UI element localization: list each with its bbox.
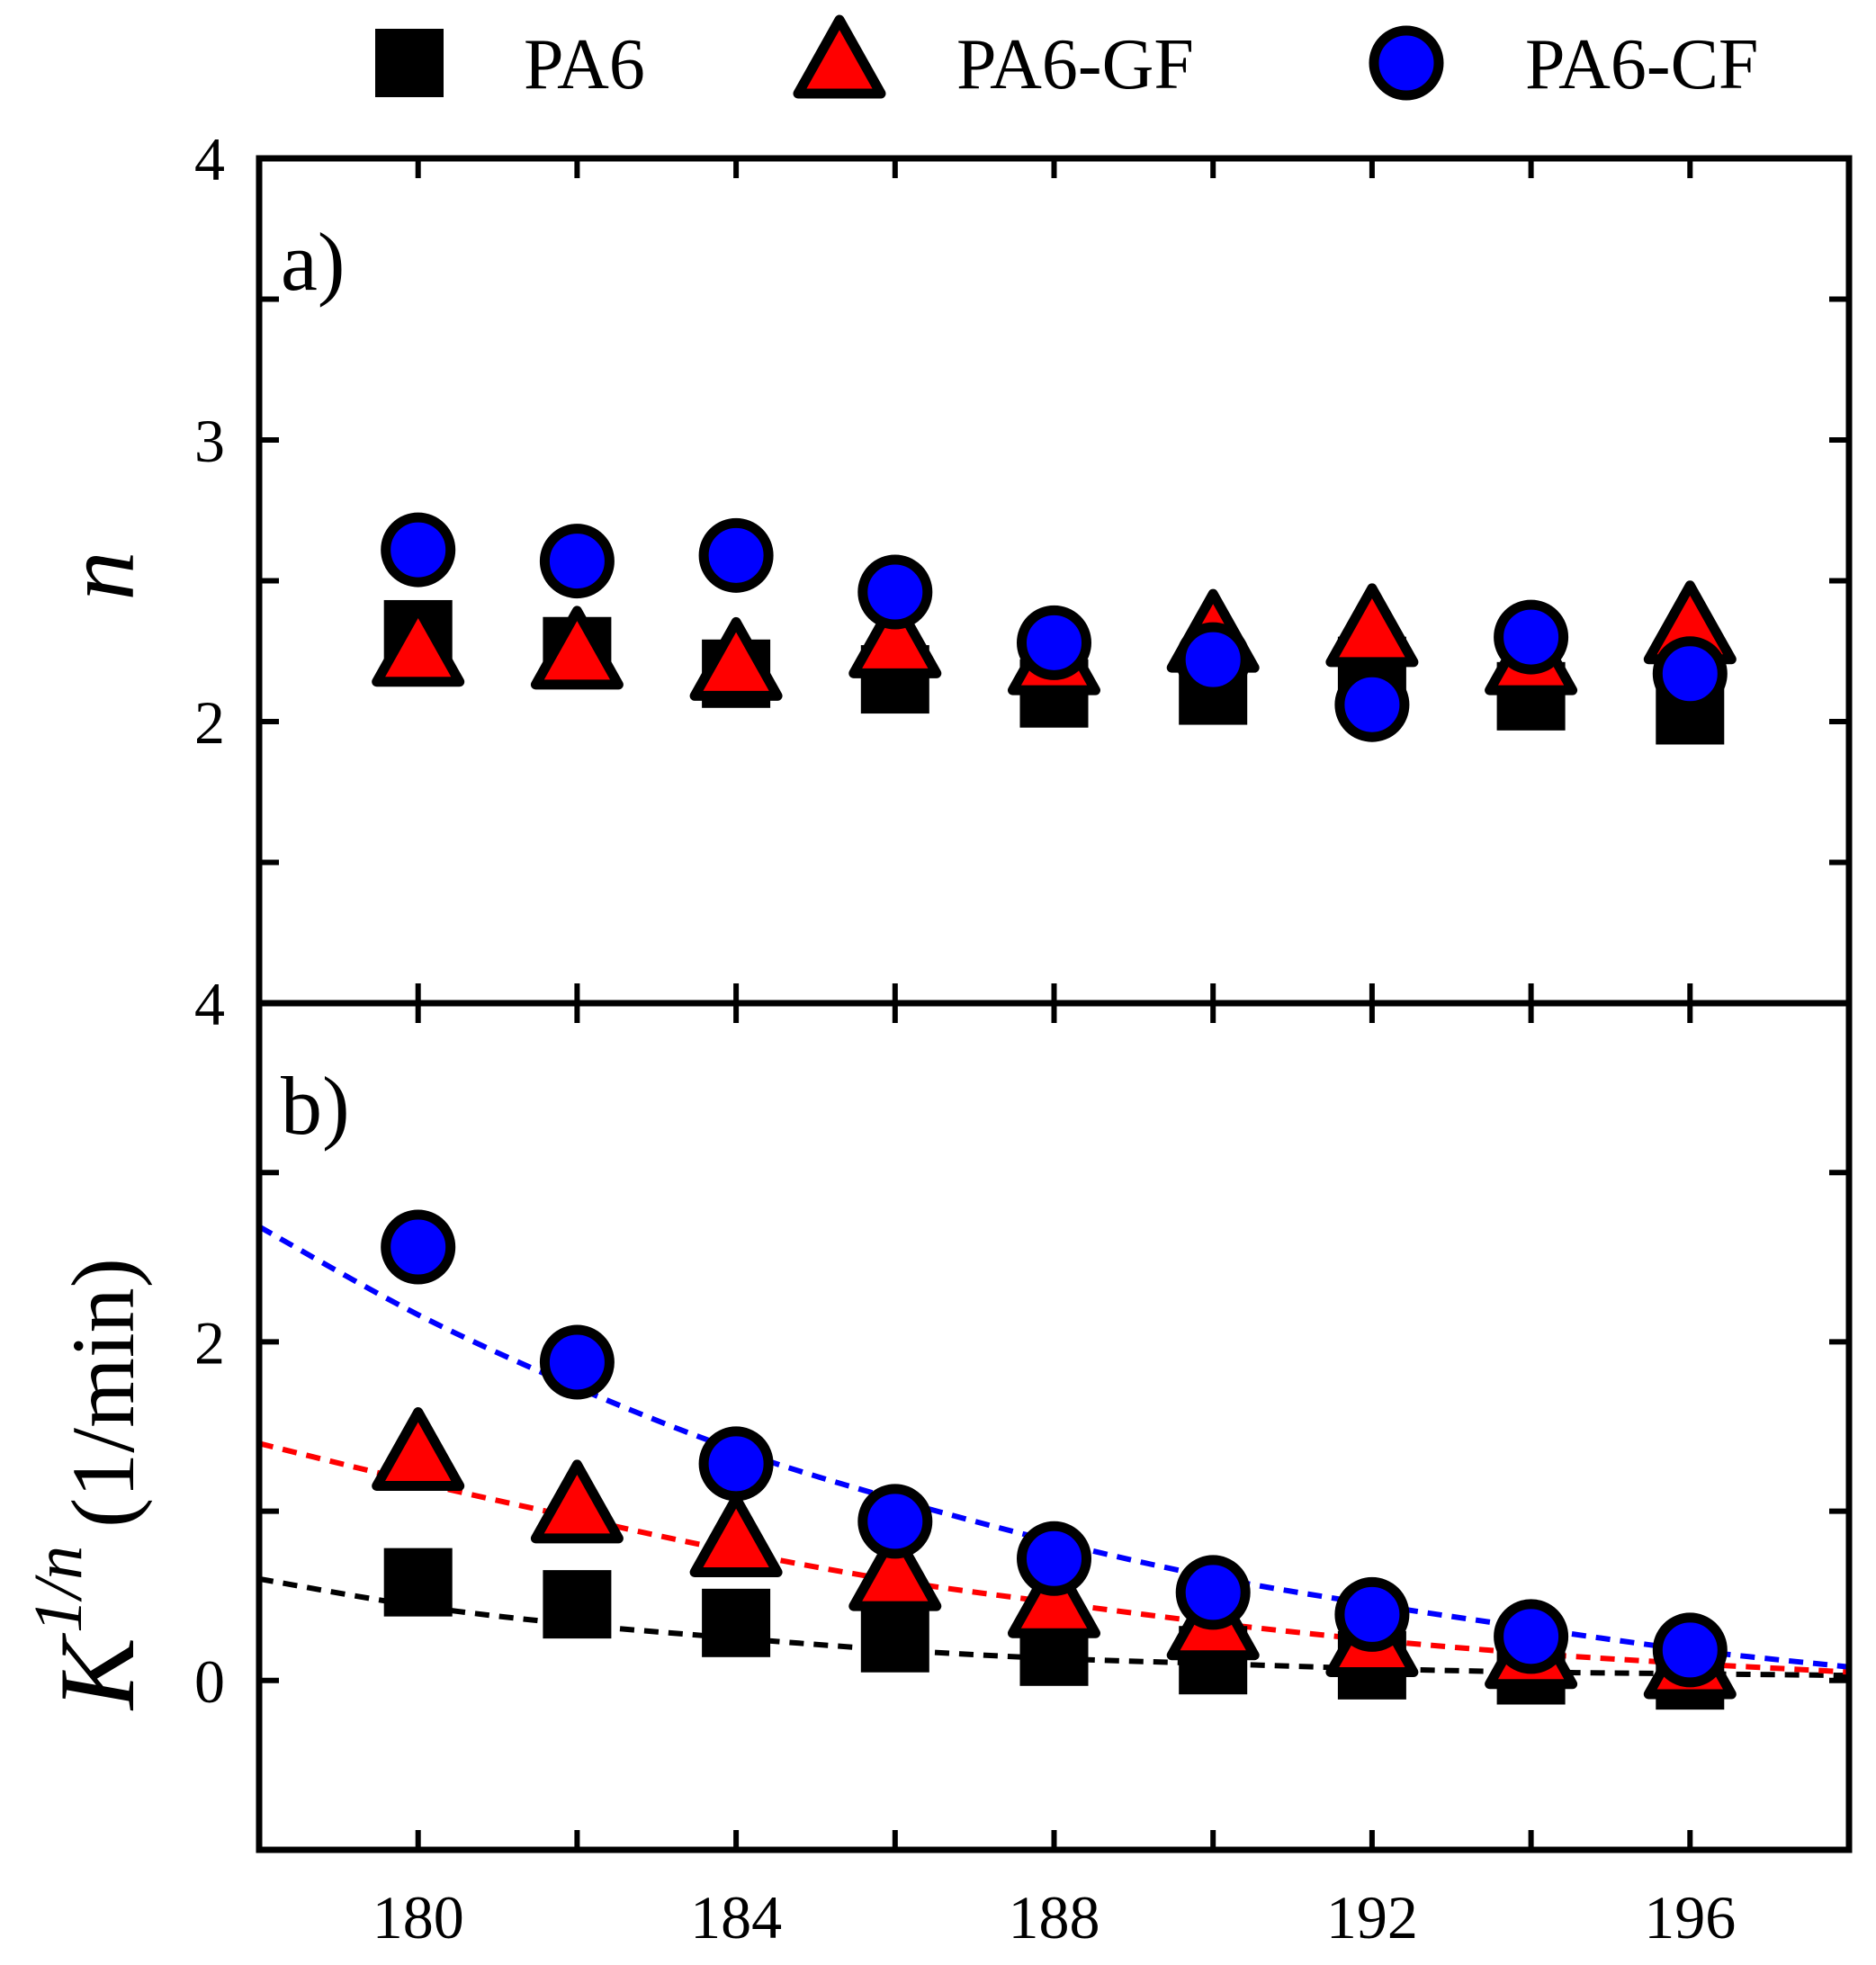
- point-pa6-gf: [530, 606, 624, 690]
- point-pa6-cf: [1494, 1599, 1569, 1674]
- point-pa6-gf: [848, 594, 942, 678]
- point-pa6-cf: [1652, 636, 1728, 712]
- point-pa6-cf: [1175, 1555, 1251, 1630]
- panel-a-y-axis-title: n: [45, 552, 155, 601]
- point-pa6: [543, 1570, 612, 1639]
- x-tick-label: 184: [690, 1883, 782, 1952]
- point-pa6-cf: [857, 1484, 933, 1559]
- legend-marker-pa6: [375, 29, 444, 97]
- point-pa6-gf: [372, 1406, 465, 1491]
- panel-a-frame: [256, 155, 1853, 1007]
- legend-marker-pa6-gf: [793, 14, 886, 99]
- legend-label-pa6: PA6: [524, 25, 645, 104]
- point-pa6-gf: [689, 616, 783, 701]
- point-pa6-gf: [1325, 583, 1419, 668]
- point-pa6-cf: [381, 1209, 456, 1285]
- panel-a-y-tick-label: 3: [194, 407, 225, 475]
- panel-b: 0 2 4 180 184 188 192 196 b) K 1/n (1/min): [21, 970, 1850, 1952]
- x-tick-label: 192: [1326, 1883, 1418, 1952]
- point-pa6-cf: [539, 524, 615, 599]
- point-pa6: [383, 1548, 453, 1617]
- point-pa6-cf: [1652, 1612, 1728, 1688]
- point-pa6: [702, 1588, 771, 1657]
- point-pa6-cf: [698, 1426, 774, 1502]
- panel-b-frame: [256, 1000, 1853, 1853]
- point-pa6-cf: [539, 1324, 615, 1400]
- point-pa6-cf: [381, 512, 456, 588]
- fit-line-pa6: [258, 1575, 1850, 1679]
- x-tick-label: 196: [1644, 1883, 1736, 1952]
- panel-b-label: b): [281, 1060, 350, 1152]
- legend-label-pa6-gf: PA6-GF: [956, 25, 1194, 104]
- panel-a-label: a): [281, 216, 345, 308]
- panel-b-y-axis-title: K 1/n (1/min): [21, 1258, 157, 1711]
- point-pa6-gf: [848, 1527, 942, 1611]
- point-pa6-cf: [1017, 1521, 1091, 1596]
- panel-b-ticks: 0 2 4 180 184 188 192 196: [194, 970, 1849, 1952]
- point-pa6-cf: [1334, 1576, 1410, 1652]
- legend: PA6 PA6-GF PA6-CF: [375, 14, 1758, 104]
- point-pa6-cf: [857, 554, 933, 630]
- panel-b-y-tick-label: 0: [194, 1647, 225, 1716]
- panel-a-points: [372, 512, 1737, 745]
- point-pa6-cf: [1175, 622, 1251, 697]
- x-tick-label: 188: [1009, 1883, 1100, 1952]
- point-pa6-cf: [1334, 667, 1410, 742]
- panel-b-y-axis-exponent: 1/n: [21, 1546, 96, 1633]
- panel-b-y-axis-unit: (1/min): [53, 1258, 153, 1528]
- point-pa6-gf: [1008, 1554, 1100, 1638]
- point-pa6-cf: [1017, 605, 1091, 680]
- point-pa6-cf: [698, 517, 774, 593]
- point-pa6: [860, 1603, 929, 1673]
- point-pa6-cf: [1494, 599, 1569, 675]
- legend-label-pa6-cf: PA6-CF: [1525, 25, 1758, 104]
- panel-b-points: [372, 1209, 1737, 1710]
- point-pa6-gf: [689, 1493, 783, 1577]
- panel-a-y-tick-label: 2: [194, 688, 225, 757]
- plot-frames: [256, 155, 1853, 1853]
- point-pa6-gf: [372, 603, 465, 687]
- panel-b-y-axis-symbol: K: [37, 1632, 157, 1711]
- point-pa6-gf: [530, 1459, 624, 1544]
- panel-b-top-tick-label: 4: [194, 970, 225, 1038]
- panel-a: 2 3 4 a) n: [45, 125, 1849, 1003]
- panel-b-y-tick-label: 2: [194, 1308, 225, 1377]
- panel-a-y-tick-label: 4: [194, 125, 225, 193]
- x-tick-label: 180: [373, 1883, 464, 1952]
- legend-marker-pa6-cf: [1369, 25, 1444, 101]
- panel-a-ticks: 2 3 4: [194, 125, 1849, 1003]
